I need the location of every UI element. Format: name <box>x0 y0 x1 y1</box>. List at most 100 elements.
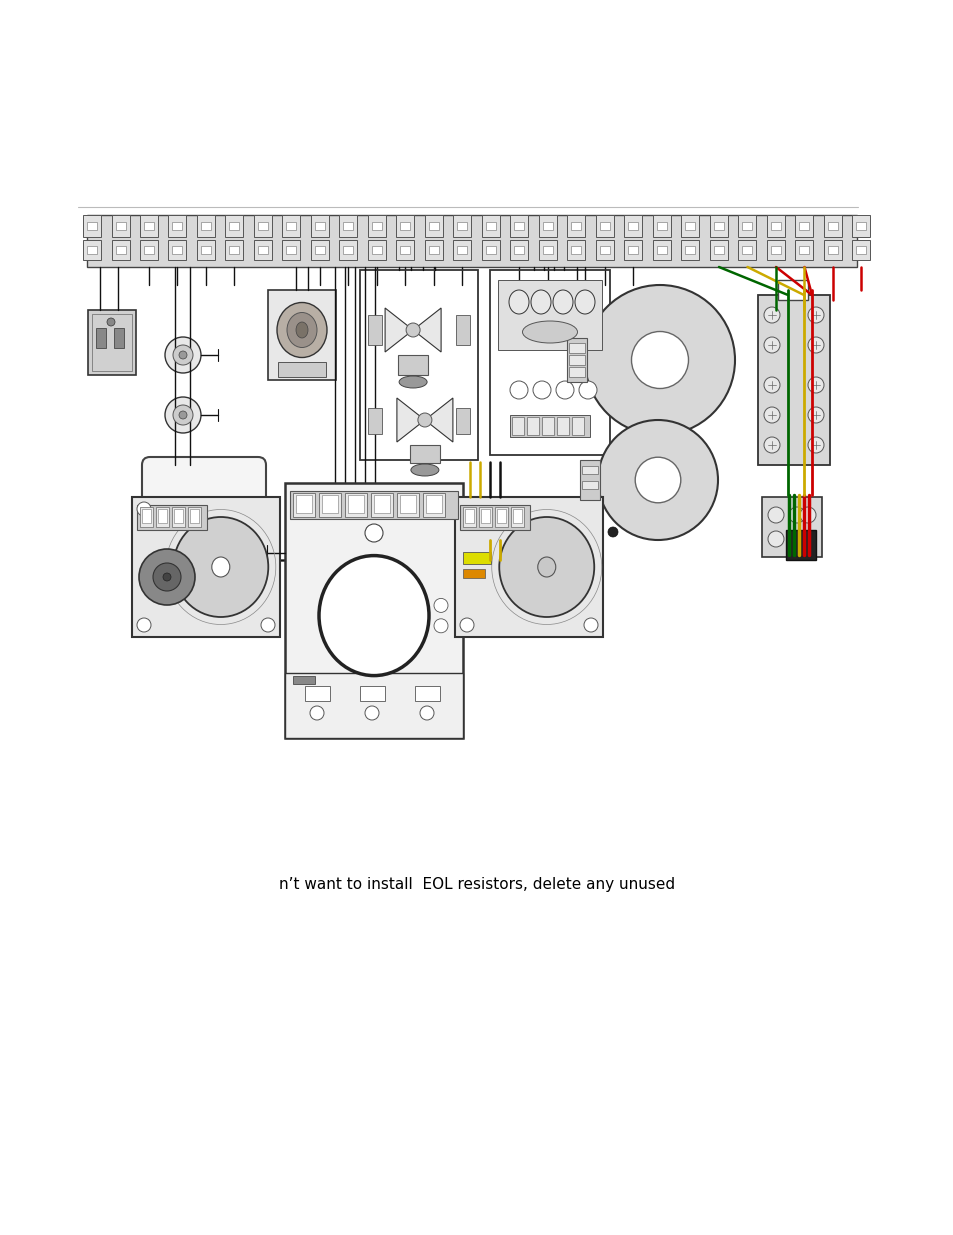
Bar <box>579 459 599 500</box>
Circle shape <box>788 508 804 522</box>
Bar <box>497 509 505 522</box>
Bar <box>286 246 296 254</box>
Bar <box>314 222 325 230</box>
Bar <box>372 246 381 254</box>
Circle shape <box>434 599 448 613</box>
Bar <box>400 246 410 254</box>
Bar <box>766 240 784 261</box>
Bar <box>799 222 809 230</box>
Circle shape <box>800 531 815 547</box>
Bar <box>770 222 781 230</box>
Ellipse shape <box>509 290 529 314</box>
Bar <box>456 408 470 433</box>
Ellipse shape <box>537 557 556 577</box>
Ellipse shape <box>553 290 573 314</box>
Bar <box>526 417 538 435</box>
Bar <box>596 240 614 261</box>
Bar <box>190 509 199 522</box>
Bar <box>572 417 583 435</box>
Bar <box>112 240 130 261</box>
Bar <box>424 240 442 261</box>
Bar <box>568 367 584 377</box>
Bar <box>567 215 585 237</box>
Bar <box>652 215 670 237</box>
Circle shape <box>165 337 201 373</box>
Bar <box>201 246 211 254</box>
Bar <box>557 417 568 435</box>
Bar <box>343 222 354 230</box>
Bar <box>311 240 329 261</box>
Bar <box>144 246 153 254</box>
Bar <box>285 483 462 739</box>
Bar <box>285 673 462 739</box>
Bar <box>140 240 158 261</box>
Bar <box>172 246 182 254</box>
Bar <box>571 246 581 254</box>
Bar <box>368 215 386 237</box>
Circle shape <box>635 457 680 503</box>
Bar <box>581 480 598 489</box>
Circle shape <box>763 408 780 424</box>
Bar <box>852 240 869 261</box>
Bar <box>709 240 727 261</box>
Bar <box>293 676 314 684</box>
Bar <box>581 466 598 474</box>
Bar <box>115 246 126 254</box>
Bar <box>462 569 484 578</box>
Circle shape <box>598 420 718 540</box>
Circle shape <box>763 377 780 393</box>
Circle shape <box>800 508 815 522</box>
Bar <box>83 215 101 237</box>
Bar <box>770 246 781 254</box>
Bar <box>680 215 699 237</box>
Bar <box>397 354 428 375</box>
Bar <box>827 222 837 230</box>
Bar <box>457 222 467 230</box>
Bar <box>713 246 723 254</box>
Bar <box>455 496 602 637</box>
Ellipse shape <box>287 312 316 347</box>
Bar <box>538 240 557 261</box>
Bar <box>115 222 126 230</box>
Ellipse shape <box>575 290 595 314</box>
Bar <box>368 315 381 345</box>
Circle shape <box>179 411 187 419</box>
Circle shape <box>152 563 181 592</box>
Circle shape <box>510 382 527 399</box>
Bar <box>196 240 214 261</box>
Bar <box>485 246 496 254</box>
Bar <box>359 270 477 459</box>
Bar <box>424 215 442 237</box>
Bar <box>481 240 499 261</box>
Bar <box>680 240 699 261</box>
Bar <box>785 530 815 559</box>
Bar <box>137 505 207 530</box>
Bar <box>371 493 393 517</box>
Circle shape <box>434 619 448 632</box>
Bar <box>268 290 335 380</box>
Circle shape <box>788 531 804 547</box>
Bar <box>112 215 130 237</box>
Bar <box>368 240 386 261</box>
Bar <box>571 222 581 230</box>
Bar <box>140 215 158 237</box>
Bar <box>374 495 390 513</box>
Bar <box>511 508 523 527</box>
Bar <box>459 505 530 530</box>
Ellipse shape <box>173 517 268 618</box>
Text: n’t want to install  EOL resistors, delete any unused: n’t want to install EOL resistors, delet… <box>278 878 675 893</box>
Bar <box>685 246 695 254</box>
Bar <box>396 240 414 261</box>
Circle shape <box>583 618 598 632</box>
Circle shape <box>165 396 201 433</box>
Bar <box>657 222 666 230</box>
Ellipse shape <box>498 517 594 618</box>
Bar <box>339 215 357 237</box>
Circle shape <box>172 345 193 366</box>
Bar <box>657 246 666 254</box>
Bar <box>823 215 841 237</box>
Bar <box>510 415 589 437</box>
Bar <box>624 215 641 237</box>
Bar <box>795 240 813 261</box>
Bar <box>741 222 752 230</box>
